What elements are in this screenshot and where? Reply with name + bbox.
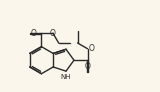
- Text: O: O: [89, 44, 95, 53]
- Text: O: O: [85, 62, 90, 71]
- Text: O: O: [50, 29, 56, 38]
- Text: NH: NH: [60, 74, 71, 80]
- Text: O: O: [31, 29, 37, 38]
